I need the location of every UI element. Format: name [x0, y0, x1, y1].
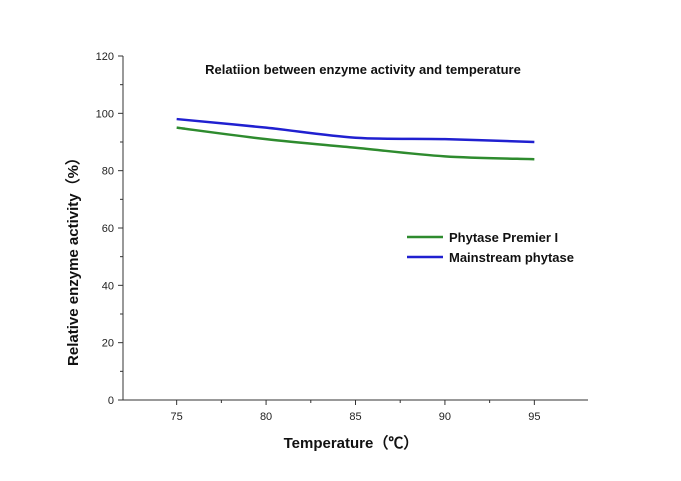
y-axis-title: Relative enzyme activity（%）	[64, 150, 82, 366]
y-tick-label: 100	[96, 108, 114, 120]
y-tick-label: 40	[102, 280, 114, 292]
y-tick-label: 80	[102, 166, 114, 178]
y-tick-label: 20	[102, 338, 114, 350]
x-tick-label: 75	[171, 411, 183, 423]
x-tick-label: 85	[349, 411, 361, 423]
y-tick-label: 60	[102, 223, 114, 235]
x-tick-label: 80	[260, 411, 272, 423]
legend-label-mainstream-phytase: Mainstream phytase	[449, 250, 574, 265]
x-tick-label: 95	[528, 411, 540, 423]
x-tick-label: 90	[439, 411, 451, 423]
series-line-phytase-premier	[176, 126, 535, 161]
y-axis-ticks: 0 20 40 60 80 100 120	[96, 51, 123, 407]
series-line-mainstream-phytase	[176, 117, 535, 144]
x-axis-title: Temperature（℃）	[284, 434, 419, 452]
legend-label-phytase-premier: Phytase Premier I	[449, 230, 558, 245]
series-layer	[176, 117, 535, 161]
legend: Phytase Premier I Mainstream phytase	[407, 230, 574, 265]
y-tick-label: 120	[96, 51, 114, 63]
y-tick-label: 0	[108, 395, 114, 407]
x-axis-ticks: 75 80 85 90 95	[171, 400, 540, 423]
chart-title: Relatiion between enzyme activity and te…	[205, 62, 521, 77]
